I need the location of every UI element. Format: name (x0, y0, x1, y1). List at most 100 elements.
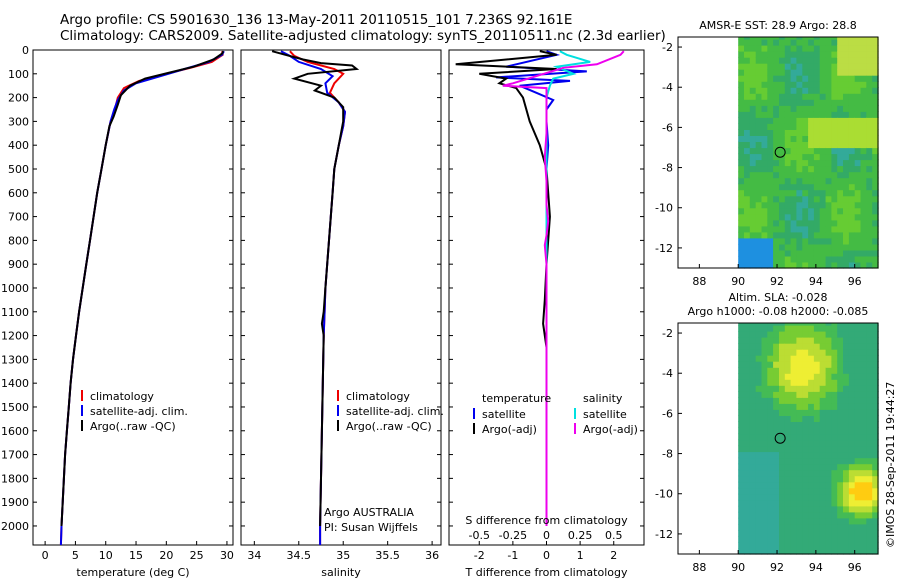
map-cell (755, 541, 763, 549)
map-cell (796, 237, 803, 245)
map-cell (837, 262, 844, 269)
map-cell (825, 165, 832, 173)
map-cell (784, 147, 792, 155)
map-cell (866, 87, 873, 94)
map-cell (744, 433, 751, 441)
map-cell (843, 39, 850, 46)
map-cell (843, 51, 850, 58)
map-cell (854, 535, 862, 543)
map-cell (854, 249, 862, 257)
map-cell (790, 469, 797, 477)
map-cell (872, 439, 879, 447)
map-cell (738, 323, 745, 326)
map-cell (837, 165, 844, 173)
map-cell (744, 207, 751, 215)
depth-tick-label: 1000 (1, 282, 29, 295)
map-cell (872, 415, 879, 422)
map-cell (872, 487, 879, 495)
map-x-tick-label: 94 (809, 561, 823, 574)
depth-tick-label: 200 (8, 92, 29, 105)
map-cell (779, 159, 786, 167)
map-cell (744, 243, 751, 251)
map-cell (808, 409, 815, 416)
x-tick-label: 2 (610, 549, 617, 562)
map-cell (843, 487, 850, 495)
map-cell (831, 421, 838, 428)
map-cell (767, 57, 774, 64)
x-axis-label: T difference from climatology (465, 566, 628, 579)
map-cell (749, 81, 757, 88)
map-cell (813, 323, 821, 326)
map-cell (773, 171, 780, 179)
map-cell (808, 37, 815, 40)
map-cell (790, 499, 797, 507)
map-cell (819, 343, 827, 350)
map-cell (779, 165, 786, 173)
map-cell (784, 373, 792, 380)
map-cell (749, 147, 757, 155)
map-cell (767, 439, 774, 447)
map-cell (784, 379, 792, 386)
map-cell (813, 361, 821, 368)
map-cell (848, 541, 856, 549)
map-cell (825, 535, 832, 543)
map-cell (744, 505, 751, 513)
map-cell (813, 262, 821, 269)
map-cell (755, 391, 763, 398)
map-cell (779, 99, 786, 106)
map-cell (866, 262, 873, 269)
map-border (677, 36, 879, 269)
map-cell (738, 255, 745, 263)
map-cell (744, 409, 751, 416)
map-cell (761, 517, 768, 525)
map-cell (866, 499, 873, 507)
map-cell (773, 487, 780, 495)
map-cell (796, 249, 803, 257)
map-cell (802, 409, 809, 416)
map-cell (819, 141, 827, 149)
map-cell (813, 511, 821, 519)
map-cell (831, 219, 838, 227)
map-cell (843, 45, 850, 52)
legend-label: satellite (583, 408, 627, 421)
map-cell (854, 171, 862, 179)
map-cell (848, 361, 856, 368)
map-cell (819, 379, 827, 386)
map-cell (738, 93, 745, 100)
map-cell (860, 499, 867, 507)
map-cell (802, 487, 809, 495)
series-line (502, 50, 625, 526)
depth-tick-label: 1500 (1, 401, 29, 414)
map-cell (773, 445, 780, 453)
map-cell (784, 207, 792, 215)
map-cell (773, 463, 780, 471)
map-cell (767, 331, 774, 338)
map-cell (843, 105, 850, 112)
map-cell (749, 349, 757, 356)
map-cell (825, 355, 832, 362)
map-cell (860, 213, 867, 221)
map-x-tick-label: 90 (731, 275, 745, 288)
map-cell (860, 343, 867, 350)
map-cell (813, 385, 821, 392)
map-cell (825, 523, 832, 531)
map-cell (866, 249, 873, 257)
map-cell (860, 421, 867, 428)
map-cell (755, 397, 763, 404)
map-cell (831, 493, 838, 501)
map-cell (773, 165, 780, 173)
map-cell (773, 541, 780, 549)
map-cell (779, 403, 786, 410)
map-cell (784, 475, 792, 483)
map-cell (872, 51, 879, 58)
map-cell (872, 177, 879, 185)
map-cell (872, 37, 879, 40)
map-cell (738, 535, 745, 543)
map-cell (790, 355, 797, 362)
map-cell (819, 373, 827, 380)
map-cell (796, 99, 803, 106)
map-cell (779, 39, 786, 46)
map-cell (790, 237, 797, 245)
map-cell (738, 397, 745, 404)
map-cell (837, 499, 844, 507)
